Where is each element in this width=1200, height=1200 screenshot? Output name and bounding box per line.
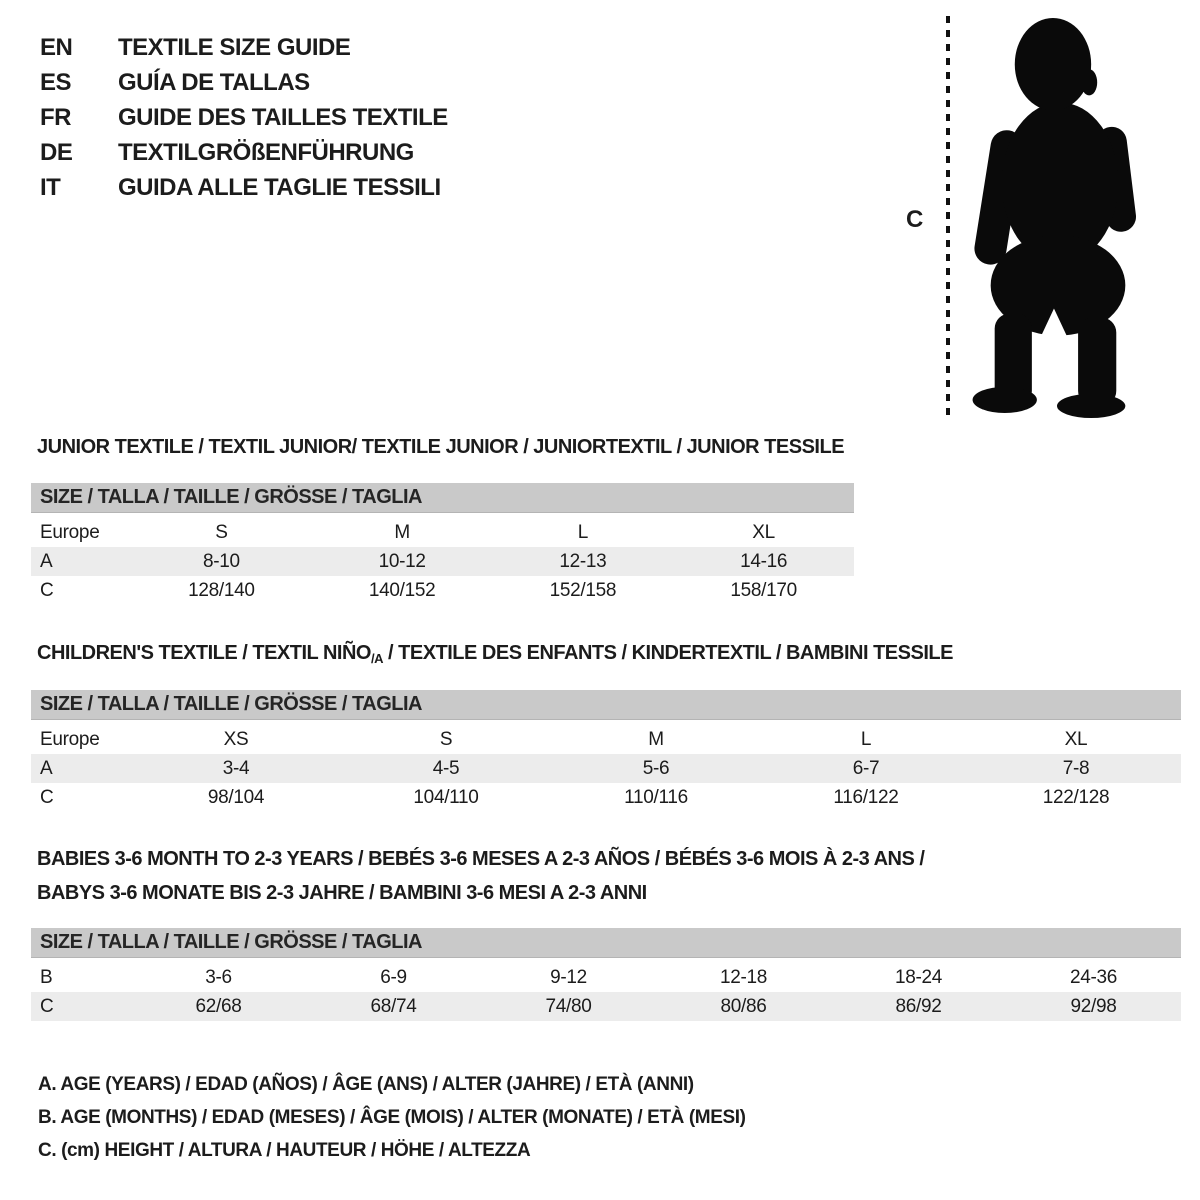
- lang-label: GUIDE DES TAILLES TEXTILE: [118, 103, 448, 131]
- size-cell: 14-16: [740, 550, 788, 572]
- size-cell: 10-12: [378, 550, 426, 572]
- size-cell: 80/86: [720, 995, 767, 1017]
- legend-line-b: B. AGE (MONTHS) / EDAD (MESES) / ÂGE (MO…: [38, 1107, 746, 1128]
- column-header: XL: [752, 521, 775, 543]
- size-cell: 92/98: [1070, 995, 1117, 1017]
- column-header: L: [577, 521, 589, 543]
- lang-row-es: ES GUÍA DE TALLAS: [40, 65, 448, 100]
- column-header: XS: [223, 728, 249, 750]
- size-cell: 104/110: [413, 786, 479, 808]
- legend-line-a: A. AGE (YEARS) / EDAD (AÑOS) / ÂGE (ANS)…: [38, 1074, 694, 1095]
- language-header: EN TEXTILE SIZE GUIDE ES GUÍA DE TALLAS …: [40, 30, 448, 205]
- size-cell: 158/170: [730, 579, 797, 601]
- size-cell: 86/92: [895, 995, 942, 1017]
- table-row-age: A 8-10 10-12 12-13 14-16: [31, 547, 854, 576]
- row-label: B: [40, 966, 53, 988]
- size-cell: 4-5: [432, 757, 460, 779]
- size-cell: 110/116: [624, 786, 688, 808]
- table-row-height: C 98/104 104/110 110/116 116/122 122/128: [31, 783, 1181, 812]
- size-cell: 24-36: [1069, 966, 1118, 988]
- row-label: C: [40, 995, 54, 1017]
- size-cell: 68/74: [370, 995, 417, 1017]
- table-header-row: Europe S M L XL: [31, 518, 854, 547]
- row-label: C: [40, 786, 54, 808]
- size-cell: 3-4: [222, 757, 250, 779]
- size-cell: 3-6: [205, 966, 232, 988]
- lang-row-it: IT GUIDA ALLE TAGLIE TESSILI: [40, 170, 448, 205]
- lang-label: GUIDA ALLE TAGLIE TESSILI: [118, 173, 441, 201]
- toddler-silhouette-icon: [972, 18, 1137, 418]
- size-cell: 12-13: [559, 550, 607, 572]
- size-cell: 62/68: [195, 995, 242, 1017]
- size-cell: 6-7: [852, 757, 880, 779]
- table-row-age-months: B 3-6 6-9 9-12 12-18 18-24 24-36: [31, 963, 1181, 992]
- lang-row-de: DE TEXTILGRÖßENFÜHRUNG: [40, 135, 448, 170]
- size-cell: 9-12: [550, 966, 587, 988]
- column-header: M: [394, 521, 410, 543]
- heading-subscript: /A: [370, 651, 384, 666]
- size-header-bar: SIZE / TALLA / TAILLE / GRÖSSE / TAGLIA: [31, 690, 1181, 720]
- table-row-age: A 3-4 4-5 5-6 6-7 7-8: [31, 754, 1181, 783]
- row-label: C: [40, 579, 54, 601]
- measurement-legend: A. AGE (YEARS) / EDAD (AÑOS) / ÂGE (ANS)…: [38, 1074, 746, 1173]
- lang-code: IT: [40, 173, 61, 201]
- children-size-table: SIZE / TALLA / TAILLE / GRÖSSE / TAGLIA …: [31, 690, 1181, 812]
- size-cell: 12-18: [719, 966, 768, 988]
- size-cell: 5-6: [642, 757, 670, 779]
- size-cell: 116/122: [833, 786, 899, 808]
- column-header-region: Europe: [40, 521, 100, 543]
- column-header: M: [648, 728, 664, 750]
- column-header: XL: [1064, 728, 1088, 750]
- size-cell: 8-10: [202, 550, 240, 572]
- section-heading-children: CHILDREN'S TEXTILE / TEXTIL NIÑO/A / TEX…: [37, 642, 953, 666]
- size-cell: 152/158: [549, 579, 617, 601]
- size-cell: 6-9: [380, 966, 407, 988]
- section-heading-junior: JUNIOR TEXTILE / TEXTIL JUNIOR/ TEXTILE …: [37, 436, 845, 458]
- lang-code: FR: [40, 103, 72, 131]
- size-header-bar: SIZE / TALLA / TAILLE / GRÖSSE / TAGLIA: [31, 483, 854, 513]
- size-cell: 128/140: [188, 579, 255, 601]
- column-header: S: [439, 728, 453, 750]
- size-cell: 7-8: [1062, 757, 1090, 779]
- size-cell: 74/80: [545, 995, 592, 1017]
- babies-size-table: SIZE / TALLA / TAILLE / GRÖSSE / TAGLIA …: [31, 928, 1181, 1021]
- size-cell: 122/128: [1042, 786, 1110, 808]
- height-measure-label: C: [906, 206, 924, 233]
- lang-code: DE: [40, 138, 73, 166]
- column-header-region: Europe: [40, 728, 100, 750]
- section-heading-babies-line2: BABYS 3-6 MONATE BIS 2-3 JAHRE / BAMBINI…: [37, 882, 647, 904]
- column-header: S: [215, 521, 228, 543]
- lang-code: ES: [40, 68, 72, 96]
- lang-label: TEXTILGRÖßENFÜHRUNG: [118, 138, 414, 166]
- lang-code: EN: [40, 33, 73, 61]
- lang-label: TEXTILE SIZE GUIDE: [118, 33, 351, 61]
- lang-row-en: EN TEXTILE SIZE GUIDE: [40, 30, 448, 65]
- table-row-height: C 128/140 140/152 152/158 158/170: [31, 576, 854, 605]
- size-header-bar: SIZE / TALLA / TAILLE / GRÖSSE / TAGLIA: [31, 928, 1181, 958]
- size-cell: 18-24: [894, 966, 943, 988]
- size-cell: 98/104: [207, 786, 265, 808]
- row-label: A: [40, 550, 53, 572]
- height-dashed-line: [946, 16, 950, 416]
- section-heading-babies-line1: BABIES 3-6 MONTH TO 2-3 YEARS / BEBÉS 3-…: [37, 848, 925, 870]
- legend-line-c: C. (cm) HEIGHT / ALTURA / HAUTEUR / HÖHE…: [38, 1140, 531, 1161]
- row-label: A: [40, 757, 53, 779]
- column-header: L: [860, 728, 872, 750]
- lang-label: GUÍA DE TALLAS: [118, 68, 310, 96]
- table-row-height: C 62/68 68/74 74/80 80/86 86/92 92/98: [31, 992, 1181, 1021]
- size-cell: 140/152: [368, 579, 436, 601]
- lang-row-fr: FR GUIDE DES TAILLES TEXTILE: [40, 100, 448, 135]
- junior-size-table: SIZE / TALLA / TAILLE / GRÖSSE / TAGLIA …: [31, 483, 854, 605]
- table-header-row: Europe XS S M L XL: [31, 725, 1181, 754]
